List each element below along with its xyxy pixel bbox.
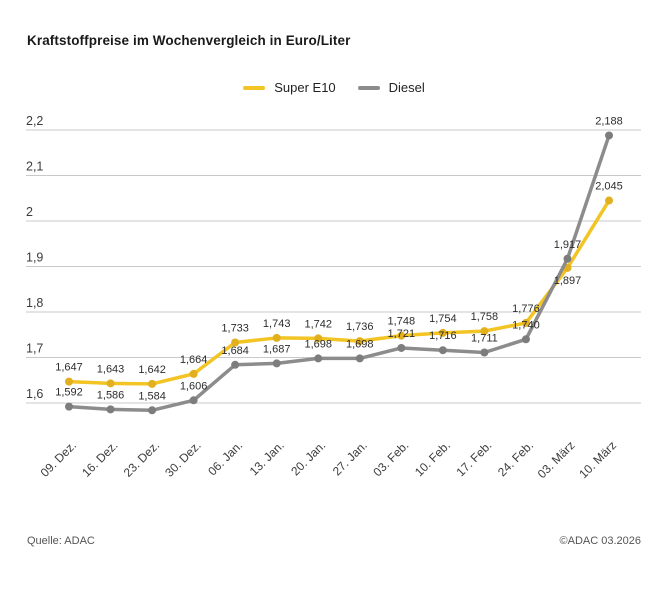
value-label: 1,642 [138, 364, 166, 376]
data-point [106, 405, 115, 414]
x-tick-label: 03. Feb. [370, 438, 411, 479]
series-super-e10 [65, 196, 614, 388]
value-label: 1,687 [263, 343, 291, 355]
series-line [67, 133, 611, 413]
chart-title: Kraftstoffpreise im Wochenvergleich in E… [27, 33, 351, 48]
x-tick-label: 03. März [535, 438, 578, 481]
series-line [67, 198, 611, 386]
legend-swatch-diesel-icon [357, 85, 380, 90]
value-label: 1,647 [55, 362, 83, 374]
x-tick-label: 17. Feb. [453, 438, 494, 479]
data-point [65, 377, 73, 386]
value-label: 1,606 [180, 380, 208, 392]
data-point [272, 359, 281, 368]
data-point [189, 369, 198, 378]
y-grid: 1,6 1,7 1,8 1,9 2 2,1 2,2 [26, 114, 641, 404]
x-tick-label: 24. Feb. [495, 438, 536, 479]
value-label: 1,758 [471, 311, 499, 323]
x-tick-label: 13. Jan. [247, 438, 287, 478]
x-tick-label: 06. Jan. [205, 438, 245, 478]
x-tick-label: 10. Feb. [412, 438, 453, 479]
data-point [231, 338, 240, 347]
value-label: 1,897 [554, 275, 582, 287]
data-point [314, 354, 323, 363]
value-label: 1,740 [512, 319, 540, 331]
source-text: Quelle: ADAC [27, 535, 95, 547]
x-tick-label: 10. März [576, 438, 619, 481]
y-tick-label: 1,7 [26, 342, 43, 356]
data-point [438, 328, 447, 337]
value-label: 1,754 [429, 313, 457, 325]
x-tick-label: 27. Jan. [330, 438, 370, 478]
copyright-text: ©ADAC 03.2026 [559, 535, 642, 547]
legend-item-super-e10: Super E10 [243, 80, 336, 95]
value-label: 1,743 [263, 318, 291, 330]
value-label: 1,684 [221, 345, 249, 357]
x-tick-label: 23. Dez. [121, 438, 163, 480]
legend-item-diesel: Diesel [357, 80, 425, 95]
y-tick-label: 2,1 [26, 160, 43, 174]
data-point [148, 379, 157, 388]
legend-swatch-super-e10-icon [243, 85, 266, 90]
value-label: 1,716 [429, 330, 457, 342]
y-tick-label: 2 [26, 205, 33, 219]
y-tick-label: 1,8 [26, 296, 43, 310]
data-point [521, 335, 530, 344]
data-point [397, 343, 406, 352]
x-tick-label: 09. Dez. [38, 438, 80, 480]
value-label: 1,733 [221, 322, 249, 334]
data-point [106, 379, 115, 388]
legend-label-super-e10: Super E10 [274, 80, 336, 95]
value-label: 1,584 [138, 390, 166, 402]
value-label: 1,698 [304, 338, 332, 350]
value-label: 1,711 [471, 332, 498, 344]
chart-footer: Quelle: ADAC ©ADAC 03.2026 [27, 535, 641, 547]
legend-label-diesel: Diesel [388, 80, 425, 95]
value-label: 1,742 [304, 318, 332, 330]
data-point [355, 354, 364, 363]
series-diesel [65, 131, 614, 415]
y-tick-label: 1,6 [26, 387, 43, 401]
value-label: 1,592 [55, 387, 83, 399]
value-label: 1,776 [512, 303, 540, 315]
value-label: 1,586 [97, 389, 125, 401]
data-point [605, 196, 614, 205]
value-label: 1,643 [97, 363, 125, 375]
value-label: 1,748 [388, 316, 416, 328]
data-point [480, 348, 489, 357]
data-point [438, 346, 447, 355]
data-point [65, 402, 73, 411]
data-point [148, 406, 157, 415]
data-point [397, 331, 406, 340]
x-tick-label: 16. Dez. [79, 438, 121, 480]
data-point [605, 131, 614, 140]
y-tick-label: 2,2 [26, 114, 43, 128]
data-point [189, 396, 198, 405]
value-label: 2,045 [595, 181, 623, 193]
data-point [521, 318, 530, 327]
value-labels: 1,647 1,643 1,642 1,664 1,733 1,743 1,742 1,736… [55, 115, 623, 402]
value-label: 1,664 [180, 354, 208, 366]
value-label: 1,698 [346, 338, 374, 350]
value-label: 1,917 [554, 239, 582, 251]
y-tick-label: 1,9 [26, 251, 43, 265]
x-axis-labels: 09. Dez. 16. Dez. 23. Dez. 30. Dez. 06. Jan.… [38, 438, 620, 481]
x-tick-label: 30. Dez. [162, 438, 204, 480]
value-label: 2,188 [595, 115, 623, 127]
data-point [231, 360, 240, 369]
data-point [355, 337, 364, 346]
data-point [480, 327, 489, 336]
x-tick-label: 20. Jan. [288, 438, 328, 478]
value-label: 1,721 [388, 328, 416, 340]
chart-legend: Super E10 Diesel [0, 80, 668, 95]
data-point [563, 254, 572, 263]
data-point [272, 333, 281, 342]
value-label: 1,736 [346, 321, 374, 333]
data-point [314, 334, 323, 343]
